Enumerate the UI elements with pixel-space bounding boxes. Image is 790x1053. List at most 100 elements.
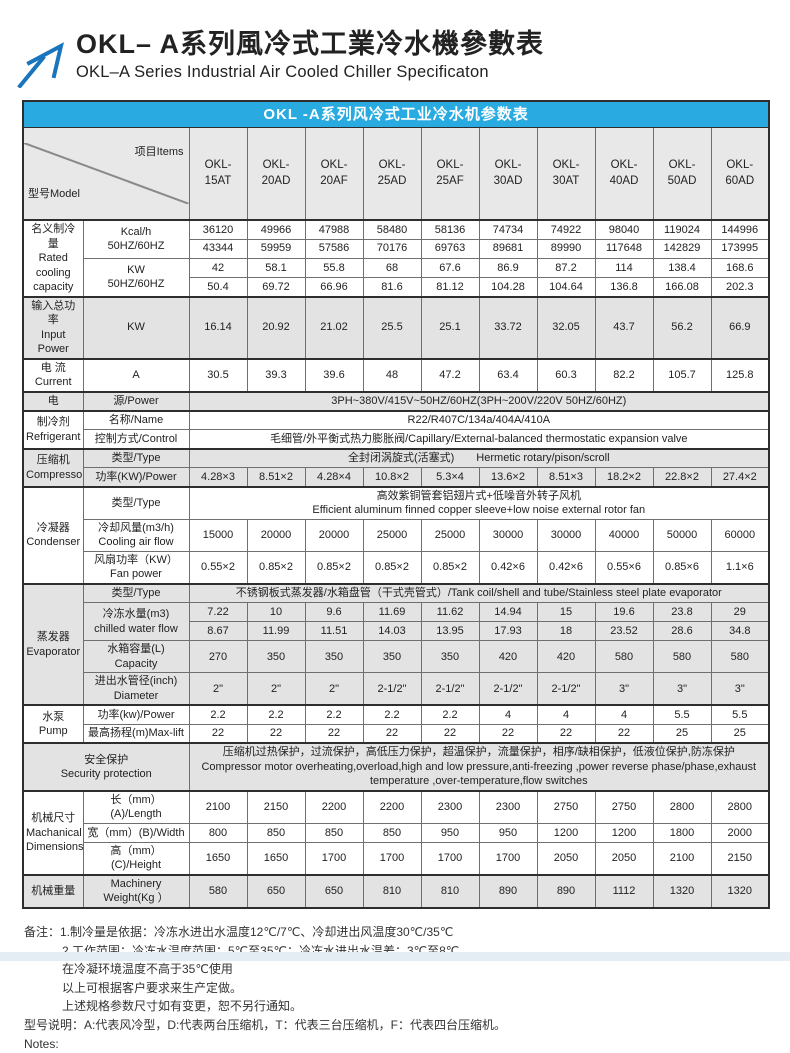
spec-value-cell: 0.42×6 xyxy=(536,550,596,585)
spec-value-cell: 1112 xyxy=(594,873,654,909)
spec-value-cell: 8.67 xyxy=(188,621,248,642)
item-label-cell: 水箱容量(L) Capacity xyxy=(82,640,190,674)
spec-value-cell: 3" xyxy=(594,672,654,706)
spec-value-cell: 173995 xyxy=(710,238,770,259)
spec-value-cell: 136.8 xyxy=(594,277,654,298)
model-header-cell: OKL- 50AD xyxy=(652,127,712,221)
spec-value-cell: 202.3 xyxy=(710,277,770,298)
spec-value-cell: 0.85×2 xyxy=(246,550,306,585)
spec-value-cell: 144996 xyxy=(710,219,770,240)
spec-value-cell: 350 xyxy=(304,640,364,674)
spec-value-cell: 10 xyxy=(246,602,306,623)
spec-value-cell: 23.8 xyxy=(652,602,712,623)
spec-value-cell: 0.85×2 xyxy=(304,550,364,585)
table-row: 冷凝器 Condenser 类型/Type 高效紫铜管套铝翅片式+低噪音外转子风机 … xyxy=(22,485,770,585)
spec-value-cell: 22 xyxy=(188,723,248,744)
spec-value-cell: 68 xyxy=(362,257,422,279)
spec-value-cell: 47988 xyxy=(304,219,364,240)
spec-value-cell: 2-1/2" xyxy=(536,672,596,706)
spec-value-cell: 810 xyxy=(362,873,422,909)
spec-value-cell: 104.64 xyxy=(536,277,596,298)
spec-value-cell: 20000 xyxy=(304,518,364,552)
table-row: 进出水管径(inch) Diameter 2" 2" 2" 2-1/2" 2-1/2" 2-… xyxy=(23,672,770,706)
table-row: 控制方式/Control 毛细管/外平衡式热力膨胀阀/Capillary/Exte… xyxy=(23,429,770,450)
table-row: 最高扬程(m)Max-lift 22 22 22 22 22 22 22 22 25 25 xyxy=(23,723,770,744)
table-row: 制冷剂 Refrigerant 名称/Name R22/R407C/134a/404… xyxy=(22,409,770,450)
item-label-cell: Machinery Weight(Kg ） xyxy=(82,873,190,909)
item-label-cell: 最高扬程(m)Max-lift xyxy=(82,723,190,744)
spec-value-cell: 2-1/2" xyxy=(362,672,422,706)
spec-value-cell: 39.3 xyxy=(246,357,306,393)
spec-value-cell: 21.02 xyxy=(304,295,364,360)
spec-value-cell: 350 xyxy=(246,640,306,674)
spec-value-cell: 4.28×3 xyxy=(188,467,248,488)
spec-value-cell: 32.05 xyxy=(536,295,596,360)
note-line: 在冷凝环境温度不高于35℃使用 xyxy=(62,962,233,977)
footer-strip xyxy=(0,952,790,961)
spec-value-cell: 1200 xyxy=(536,822,596,843)
spec-value-cell: 11.62 xyxy=(420,602,480,623)
table-row: 蒸发器 Evaporator 类型/Type 不锈钢板式蒸发器/水箱盘管（干式壳管式… xyxy=(22,582,770,706)
spec-value-cell: 60000 xyxy=(710,518,770,552)
page-titles: OKL– A系列風冷式工業冷水機參數表 OKL–A Series Industr… xyxy=(76,29,544,82)
spec-value-cell: 2-1/2" xyxy=(478,672,538,706)
spec-value-cell: 59959 xyxy=(246,238,306,259)
spec-value-cell: 890 xyxy=(478,873,538,909)
spec-value-cell: 168.6 xyxy=(710,257,770,279)
spec-value-cell: 8.51×2 xyxy=(246,467,306,488)
table-row: 机械重量 Machinery Weight(Kg ） 580 650 650 810 810… xyxy=(22,873,770,909)
spec-value-cell: 39.6 xyxy=(304,357,364,393)
spec-value-cell: 1800 xyxy=(652,822,712,843)
spec-value-cell: 30.5 xyxy=(188,357,248,393)
spec-value-cell: 1320 xyxy=(652,873,712,909)
spec-value-cell: 3" xyxy=(710,672,770,706)
model-header-cell: OKL- 40AD xyxy=(594,127,654,221)
spec-value-cell: 69.72 xyxy=(246,277,306,298)
section-label-rated-cooling-capacity: 名义制冷量 Rated cooling capacity xyxy=(22,219,84,298)
table-row: 机械尺寸 Machanical Dimensions 长（mm）(A)/Lengt… xyxy=(22,789,770,876)
note-line: 以上可根据客户要求来生产定做。 xyxy=(62,980,243,995)
spec-value-cell: 9.6 xyxy=(304,602,364,623)
section-label-security-protection: 安全保护 Security protection xyxy=(22,742,190,792)
spec-value-cell: 105.7 xyxy=(652,357,712,393)
spec-value-cell: 66.96 xyxy=(304,277,364,298)
diagonal-line xyxy=(24,143,189,204)
item-label-cell: 源/Power xyxy=(82,390,190,412)
spec-value-cell: 81.6 xyxy=(362,277,422,298)
spec-value-cell: 800 xyxy=(188,822,248,843)
section-label-pump: 水泵 Pump xyxy=(22,704,84,744)
spec-value-cell: 0.42×6 xyxy=(478,550,538,585)
spec-value-cell: 2" xyxy=(246,672,306,706)
spec-value-cell: 11.99 xyxy=(246,621,306,642)
spec-value-cell: 30000 xyxy=(536,518,596,552)
spec-value-cell: 48 xyxy=(362,357,422,393)
model-header-cell: OKL- 30AD xyxy=(478,127,538,221)
spec-value-cell: 8.51×3 xyxy=(536,467,596,488)
item-label-cell: 冷冻水量(m3) chilled water flow xyxy=(82,602,190,642)
table-row: 43344 59959 57586 70176 69763 89681 89990 11764… xyxy=(23,238,770,259)
spec-value-cell: 69763 xyxy=(420,238,480,259)
spec-value-cell: 142829 xyxy=(652,238,712,259)
spec-value-cell: 15000 xyxy=(188,518,248,552)
spec-value-cell: 58480 xyxy=(362,219,422,240)
item-label-cell: 长（mm）(A)/Length xyxy=(82,789,190,824)
spec-value-cell: 10.8×2 xyxy=(362,467,422,488)
spec-value-cell: 42 xyxy=(188,257,248,279)
spec-value-cell: 0.85×6 xyxy=(652,550,712,585)
model-header-row: 型号Model 项目Items OKL- 15AT OKL- 20AD OKL- 2… xyxy=(22,127,770,221)
table-row: 冷冻水量(m3) chilled water flow 7.22 10 9.6 11.6… xyxy=(23,602,770,642)
spec-value-cell: 18 xyxy=(536,621,596,642)
spec-span-cell: 不锈钢板式蒸发器/水箱盘管（干式壳管式）/Tank coil/shell and… xyxy=(188,582,770,604)
table-row: 50.4 69.72 66.96 81.6 81.12 104.28 104.64 136.8… xyxy=(23,277,770,298)
spec-value-cell: 650 xyxy=(304,873,364,909)
spec-value-cell: 950 xyxy=(478,822,538,843)
item-label-cell: 类型/Type xyxy=(82,485,190,520)
spec-value-cell: 58136 xyxy=(420,219,480,240)
spec-value-cell: 25 xyxy=(710,723,770,744)
spec-value-cell: 2.2 xyxy=(304,704,364,725)
table-row: 电 流 Current A 30.5 39.3 39.6 48 47.2 63.4 60.3 82… xyxy=(22,357,770,393)
spec-value-cell: 7.22 xyxy=(188,602,248,623)
spec-value-cell: 580 xyxy=(188,873,248,909)
spec-value-cell: 580 xyxy=(594,640,654,674)
spec-value-cell: 2200 xyxy=(362,789,422,824)
